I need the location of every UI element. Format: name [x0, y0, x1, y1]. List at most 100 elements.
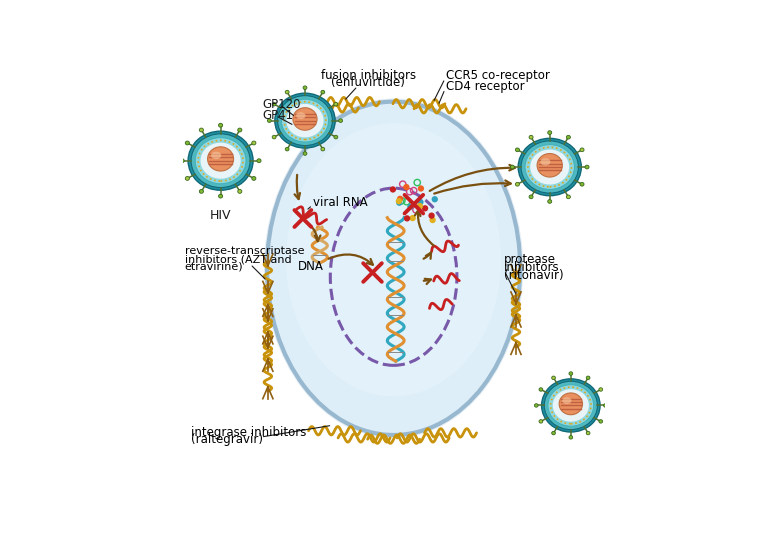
Ellipse shape	[586, 376, 590, 380]
Text: HIV: HIV	[210, 209, 231, 222]
Ellipse shape	[585, 165, 589, 169]
Text: GP120: GP120	[263, 98, 301, 111]
Ellipse shape	[511, 165, 515, 169]
Circle shape	[404, 215, 410, 221]
Ellipse shape	[521, 141, 578, 193]
Text: reverse-transcriptase: reverse-transcriptase	[185, 247, 304, 256]
Ellipse shape	[267, 119, 271, 122]
Ellipse shape	[219, 123, 223, 127]
Circle shape	[422, 205, 429, 212]
Text: CD4 receptor: CD4 receptor	[445, 79, 524, 93]
Circle shape	[429, 213, 435, 219]
Ellipse shape	[545, 381, 598, 430]
Ellipse shape	[548, 199, 551, 203]
Text: fusion inhibitors: fusion inhibitors	[321, 68, 415, 82]
Text: inhibitors: inhibitors	[504, 261, 560, 274]
Ellipse shape	[207, 147, 233, 171]
Ellipse shape	[200, 190, 204, 193]
Ellipse shape	[530, 150, 569, 185]
Ellipse shape	[580, 148, 584, 152]
Text: (enfuvirtide): (enfuvirtide)	[331, 76, 406, 89]
Ellipse shape	[569, 436, 573, 439]
Ellipse shape	[537, 153, 562, 177]
Ellipse shape	[257, 159, 261, 163]
Ellipse shape	[569, 372, 573, 375]
Text: etravirine): etravirine)	[185, 261, 243, 272]
Ellipse shape	[551, 376, 555, 380]
Text: CCR5 co-receptor: CCR5 co-receptor	[445, 68, 549, 82]
Ellipse shape	[281, 99, 329, 142]
Ellipse shape	[529, 135, 533, 139]
Ellipse shape	[562, 397, 571, 404]
Circle shape	[429, 217, 435, 223]
Ellipse shape	[339, 119, 343, 122]
Ellipse shape	[525, 145, 574, 190]
Ellipse shape	[541, 379, 600, 432]
Ellipse shape	[559, 393, 582, 415]
Ellipse shape	[334, 135, 338, 139]
Ellipse shape	[599, 388, 603, 391]
Ellipse shape	[321, 147, 325, 151]
Circle shape	[389, 186, 396, 192]
Ellipse shape	[252, 176, 256, 180]
Ellipse shape	[185, 176, 190, 180]
Ellipse shape	[188, 131, 253, 190]
Ellipse shape	[515, 182, 519, 186]
Circle shape	[397, 196, 403, 202]
Ellipse shape	[599, 420, 603, 423]
Ellipse shape	[334, 102, 338, 106]
Ellipse shape	[553, 389, 589, 421]
Ellipse shape	[211, 152, 221, 159]
Ellipse shape	[566, 135, 571, 139]
Ellipse shape	[185, 141, 190, 145]
Ellipse shape	[535, 404, 538, 407]
Ellipse shape	[539, 420, 543, 423]
Ellipse shape	[200, 128, 204, 132]
Ellipse shape	[277, 96, 333, 146]
Circle shape	[409, 215, 415, 221]
Ellipse shape	[303, 86, 307, 89]
Ellipse shape	[548, 385, 594, 426]
Text: DNA: DNA	[297, 260, 323, 273]
Ellipse shape	[529, 195, 533, 199]
Ellipse shape	[286, 104, 323, 138]
Ellipse shape	[303, 152, 307, 155]
Ellipse shape	[285, 90, 289, 94]
Ellipse shape	[238, 190, 242, 193]
Text: viral RNA: viral RNA	[313, 196, 367, 209]
Ellipse shape	[275, 93, 335, 148]
Circle shape	[417, 199, 424, 206]
Ellipse shape	[293, 108, 317, 130]
Text: (ritonavir): (ritonavir)	[504, 269, 564, 282]
Ellipse shape	[264, 99, 523, 438]
Ellipse shape	[195, 138, 246, 184]
Circle shape	[396, 198, 402, 204]
Ellipse shape	[586, 431, 590, 435]
Ellipse shape	[296, 112, 306, 119]
Circle shape	[396, 199, 402, 206]
Ellipse shape	[238, 128, 242, 132]
Circle shape	[417, 203, 423, 209]
Ellipse shape	[200, 142, 240, 179]
Circle shape	[418, 185, 424, 192]
Ellipse shape	[515, 148, 519, 152]
Ellipse shape	[580, 182, 584, 186]
Text: (raltegravir): (raltegravir)	[191, 433, 263, 446]
Ellipse shape	[191, 134, 250, 187]
Ellipse shape	[285, 147, 289, 151]
Ellipse shape	[551, 431, 555, 435]
Ellipse shape	[180, 159, 184, 163]
Text: protease: protease	[504, 253, 556, 266]
Ellipse shape	[286, 123, 502, 397]
Ellipse shape	[518, 138, 581, 196]
Ellipse shape	[272, 135, 276, 139]
Ellipse shape	[321, 90, 325, 94]
Ellipse shape	[272, 102, 276, 106]
Text: GP41: GP41	[263, 109, 294, 122]
Ellipse shape	[539, 388, 543, 391]
Circle shape	[432, 196, 438, 202]
Circle shape	[403, 184, 409, 190]
Ellipse shape	[541, 158, 551, 165]
Circle shape	[407, 203, 413, 210]
Ellipse shape	[267, 101, 520, 435]
